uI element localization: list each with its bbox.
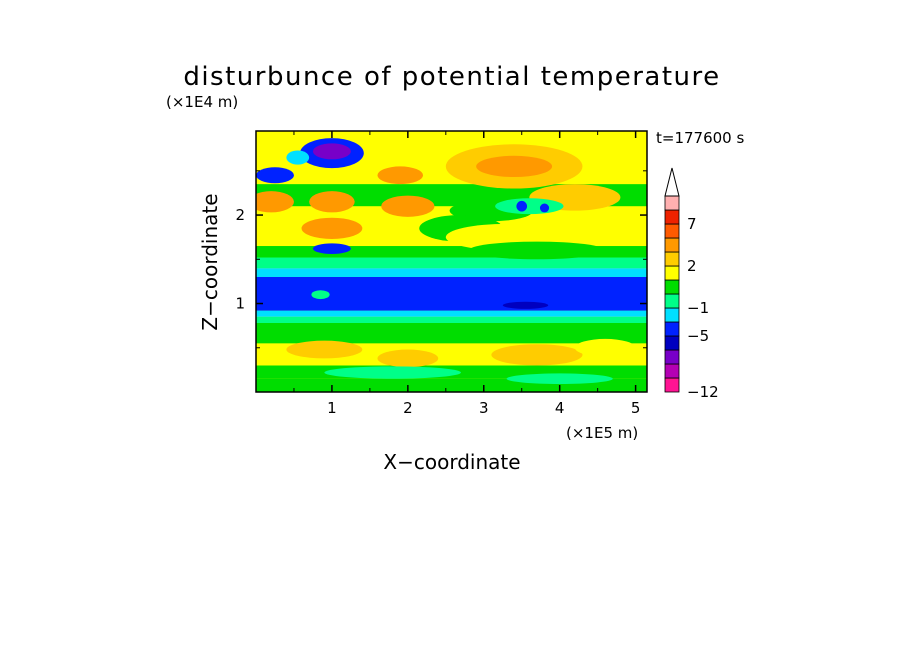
contour-cell-21 bbox=[502, 301, 549, 309]
colorbar-label: −12 bbox=[687, 383, 719, 401]
colorbar-label: −5 bbox=[687, 327, 709, 345]
colorbar-box-8 bbox=[664, 265, 680, 281]
contour-cell-19 bbox=[468, 241, 606, 260]
plot-frame bbox=[255, 130, 648, 393]
contour-band-7 bbox=[256, 268, 647, 277]
contour-cell-20 bbox=[311, 290, 330, 300]
colorbar-label: 7 bbox=[687, 215, 697, 233]
contour-cell-6 bbox=[309, 191, 355, 213]
contour-cell-15 bbox=[516, 200, 528, 212]
colorbar-box-9 bbox=[664, 251, 680, 267]
colorbar-box-0 bbox=[664, 377, 680, 393]
contour-cell-3 bbox=[286, 150, 310, 165]
contour-band-3 bbox=[256, 322, 647, 344]
x-unit-label: (×1E5 m) bbox=[566, 424, 638, 442]
contour-cell-2 bbox=[256, 167, 294, 184]
colorbar-box-1 bbox=[664, 363, 680, 379]
colorbar-label: −1 bbox=[687, 299, 709, 317]
chart-title: disturbunce of potential temperature bbox=[183, 62, 720, 92]
colorbar-box-12 bbox=[664, 209, 680, 225]
contour-cell-25 bbox=[574, 338, 636, 357]
contour-cell-8 bbox=[381, 195, 435, 217]
time-label: t=177600 s bbox=[656, 129, 744, 147]
colorbar: 7 2 −1 −5 −12 bbox=[664, 167, 719, 401]
contour-cell-1 bbox=[312, 143, 351, 160]
colorbar-box-11 bbox=[664, 223, 680, 239]
y-axis-label: Z−coordinate bbox=[198, 193, 222, 330]
y-unit-label: (×1E4 m) bbox=[166, 93, 238, 111]
contour-cell-5 bbox=[301, 217, 363, 239]
y-tick-label: 1 bbox=[235, 295, 245, 313]
contour-band-8 bbox=[256, 257, 647, 269]
contour-cell-22 bbox=[286, 340, 363, 359]
x-tick-label: 4 bbox=[555, 399, 565, 417]
contour-cell-14 bbox=[495, 198, 564, 215]
colorbar-box-7 bbox=[664, 279, 680, 295]
x-tick-label: 1 bbox=[327, 399, 337, 417]
plot-area: 1 2 3 4 5 1 2 bbox=[235, 130, 648, 417]
colorbar-box-10 bbox=[664, 237, 680, 253]
contour-cell-26 bbox=[324, 366, 461, 379]
contour-cell-28 bbox=[263, 380, 355, 390]
contour-band-9 bbox=[256, 246, 647, 258]
contour-cell-9 bbox=[377, 166, 424, 185]
x-tick-label: 5 bbox=[631, 399, 641, 417]
x-tick-label: 3 bbox=[479, 399, 489, 417]
contour-band-4 bbox=[256, 316, 647, 323]
colorbar-box-6 bbox=[664, 293, 680, 309]
contour-cell-27 bbox=[506, 373, 613, 385]
contour-cell-4 bbox=[256, 191, 294, 213]
colorbar-box-5 bbox=[664, 307, 680, 323]
colorbar-extend-arrow bbox=[664, 167, 680, 197]
contour-cell-23 bbox=[377, 349, 439, 368]
colorbar-box-13 bbox=[664, 195, 680, 211]
y-tick-label: 2 bbox=[235, 206, 245, 224]
colorbar-box-3 bbox=[664, 335, 680, 351]
contour-band-5 bbox=[256, 310, 647, 317]
x-tick-label: 2 bbox=[403, 399, 413, 417]
x-axis-label: X−coordinate bbox=[383, 450, 520, 474]
colorbar-box-2 bbox=[664, 349, 680, 365]
contour-cell-24 bbox=[491, 344, 583, 366]
contour-cell-7 bbox=[312, 243, 351, 254]
colorbar-label: 2 bbox=[687, 257, 697, 275]
colorbar-box-4 bbox=[664, 321, 680, 337]
contour-cell-11 bbox=[476, 155, 553, 178]
contour-cell-16 bbox=[539, 203, 550, 213]
